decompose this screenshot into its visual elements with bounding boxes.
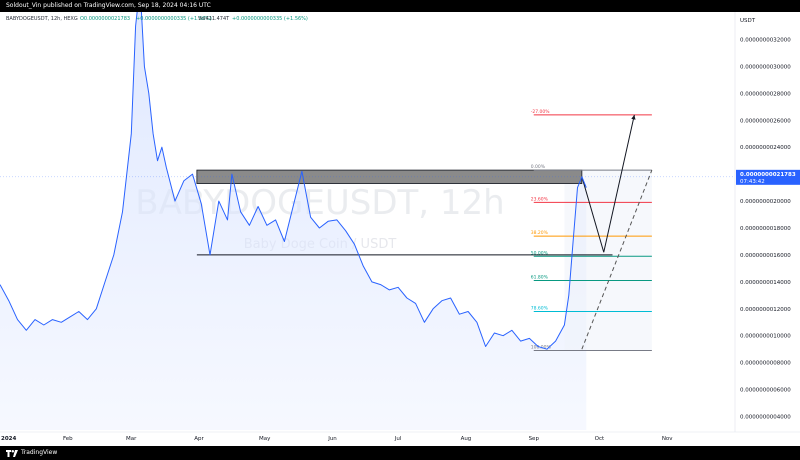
series-area (0, 12, 587, 430)
footer-bar: TradingView (0, 446, 800, 460)
legend-symbol: BABYDOGEUSDT, 12h, HEXG (6, 16, 78, 22)
fib-level-label: 50.00% (531, 250, 549, 256)
projection-arrowhead (631, 114, 636, 120)
x-tick-label: Mar (126, 436, 137, 442)
x-tick-label: Feb (63, 436, 73, 442)
y-axis[interactable]: USDT 0.0000000032000 0.0000000030000 0.000… (740, 18, 791, 421)
currency-label: USDT (740, 18, 756, 24)
y-tick-label: 0.0000000010000 (740, 334, 791, 340)
y-tick-label: 0.0000000018000 (740, 226, 791, 232)
fib-level-label: 0.00% (531, 164, 546, 170)
price-chart[interactable]: BABYDOGEUSDT, 12h Baby Doge Coin / USDT … (0, 12, 800, 446)
legend-open: O0.0000000021783 (80, 16, 130, 22)
legend-volume: Vol411.474T (198, 16, 230, 22)
x-tick-label: 2024 (1, 436, 16, 442)
fib-background (564, 170, 652, 351)
y-tick-label: 0.0000000032000 (740, 37, 791, 43)
fib-level-label: 38.20% (531, 230, 549, 236)
legend-volume-change: +0.0000000000335 (+1.56%) (232, 16, 308, 22)
series-area-fill (0, 12, 587, 430)
x-tick-label: Jul (394, 436, 402, 442)
x-axis[interactable]: 2024 Feb Mar Apr May Jun Jul Aug Sep Oct Nov (1, 436, 673, 442)
y-tick-label: 0.0000000030000 (740, 64, 791, 70)
x-tick-label: Nov (662, 436, 673, 442)
fib-level-label: 78.60% (531, 305, 549, 311)
drawings: -27.00% 0.00% 23.60% 38.20% 50.00% 61.80% 78.6… (196, 109, 653, 352)
y-tick-label: 0.0000000020000 (740, 199, 791, 205)
grid (0, 12, 800, 433)
x-tick-label: Jun (327, 436, 337, 442)
x-tick-label: Sep (529, 436, 540, 442)
y-tick-label: 0.0000000008000 (740, 361, 791, 367)
fib-level-label: -27.00% (531, 109, 551, 115)
x-tick-label: Oct (595, 436, 605, 442)
series-line-path (0, 12, 587, 350)
y-tick-label: 0.0000000026000 (740, 118, 791, 124)
tradingview-logo[interactable]: TradingView (6, 446, 57, 460)
tradingview-logo-icon (6, 449, 18, 457)
last-price-value: 0.0000000021783 (740, 172, 796, 178)
y-tick-label: 0.0000000004000 (740, 415, 791, 421)
y-tick-label: 0.0000000014000 (740, 280, 791, 286)
projection-path (581, 114, 635, 253)
fib-level-label: 61.80% (531, 275, 549, 281)
y-tick-label: 0.0000000028000 (740, 91, 791, 97)
x-tick-label: Apr (194, 436, 204, 442)
published-text: Soldout_Vin published on TradingView.com… (6, 2, 211, 9)
fib-level-label: 23.60% (531, 196, 549, 202)
publisher-bar: Soldout_Vin published on TradingView.com… (0, 0, 800, 12)
y-tick-label: 0.0000000024000 (740, 145, 791, 151)
y-tick-label: 0.0000000012000 (740, 307, 791, 313)
resistance-zone (196, 169, 583, 184)
legend: BABYDOGEUSDT, 12h, HEXG O0.0000000021783… (6, 16, 308, 22)
last-price-box (736, 169, 800, 185)
y-tick-label: 0.0000000016000 (740, 253, 791, 259)
y-tick-label: 0.0000000006000 (740, 388, 791, 394)
footer-brand: TradingView (21, 449, 58, 456)
x-tick-label: Aug (461, 436, 472, 442)
countdown-value: 07:43:42 (740, 179, 765, 185)
x-tick-label: May (259, 436, 271, 442)
legend-change: +0.0000000000335 (+1.56%) (136, 16, 212, 22)
series-line (0, 12, 587, 350)
